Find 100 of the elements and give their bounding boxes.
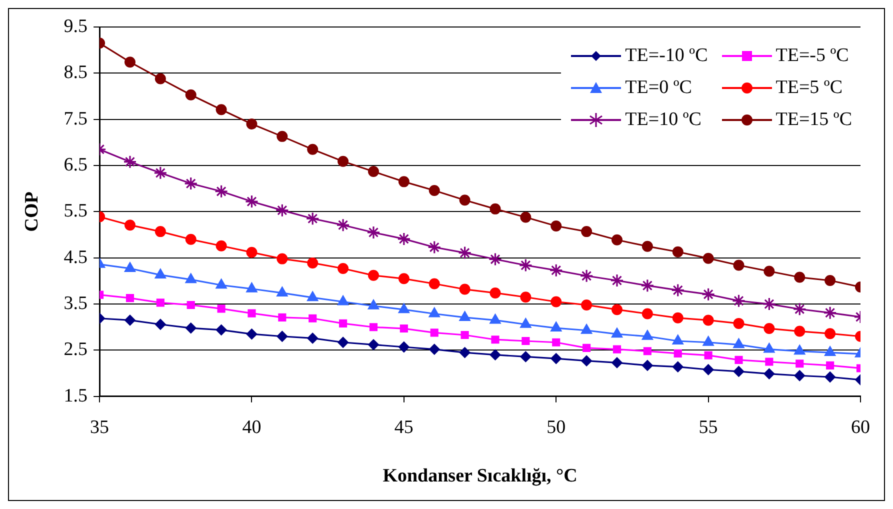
point: [643, 347, 652, 356]
point: [366, 226, 380, 240]
point: [823, 306, 837, 320]
point: [611, 234, 622, 246]
point: [185, 234, 196, 245]
point: [368, 270, 379, 281]
point: [124, 56, 136, 68]
point: [184, 176, 198, 190]
point: [672, 334, 684, 344]
point: [428, 307, 440, 318]
point: [549, 264, 563, 278]
point: [732, 294, 746, 308]
point: [156, 298, 164, 307]
point: [733, 260, 744, 271]
point: [490, 349, 501, 360]
point: [338, 262, 349, 274]
point: [611, 357, 622, 368]
point: [488, 252, 502, 266]
point: [398, 341, 410, 352]
y-tick-label: 8.5: [64, 62, 88, 84]
x-tick-label: 60: [851, 416, 870, 438]
point: [733, 338, 744, 348]
point: [672, 361, 684, 372]
point: [278, 313, 286, 322]
point: [581, 226, 592, 238]
point: [338, 156, 349, 167]
point: [764, 323, 775, 334]
point: [702, 288, 716, 302]
point: [490, 287, 501, 298]
point: [580, 269, 594, 283]
point: [428, 278, 440, 290]
point: [702, 364, 714, 376]
point: [246, 282, 258, 292]
point: [702, 252, 714, 264]
point: [430, 328, 438, 337]
legend-label: TE=0 ºC: [625, 77, 692, 99]
point: [276, 130, 288, 142]
legend-label: TE=5 ºC: [776, 77, 842, 99]
point: [520, 212, 532, 223]
point: [308, 314, 317, 322]
point: [154, 268, 166, 278]
point: [612, 345, 622, 354]
x-tick-label: 40: [242, 416, 262, 438]
point: [642, 308, 653, 320]
point: [246, 328, 258, 340]
point: [550, 322, 562, 332]
point: [428, 240, 442, 254]
point: [244, 194, 259, 208]
point: [185, 273, 197, 284]
point: [550, 220, 562, 232]
point: [518, 258, 532, 272]
point: [339, 319, 348, 328]
point: [794, 370, 806, 382]
point: [216, 240, 227, 252]
point: [154, 226, 166, 238]
point: [704, 351, 712, 360]
point: [611, 304, 622, 316]
point: [733, 366, 744, 377]
point: [794, 344, 806, 355]
y-tick-label: 7.5: [64, 108, 88, 130]
point: [368, 299, 380, 310]
point: [124, 220, 136, 231]
point: [216, 324, 227, 336]
y-tick-label: 9.5: [64, 16, 88, 37]
point: [154, 318, 166, 330]
point: [369, 323, 378, 332]
point: [124, 314, 136, 326]
point: [824, 328, 836, 340]
point: [552, 338, 560, 346]
x-tick-label: 35: [90, 416, 110, 438]
point: [762, 297, 776, 311]
x-axis-title: Kondanser Sıcaklığı, °C: [382, 466, 578, 487]
legend-label: TE=10 ºC: [625, 109, 702, 131]
point: [520, 292, 532, 303]
point: [398, 176, 410, 188]
point: [522, 336, 530, 346]
point: [550, 296, 562, 308]
point: [398, 303, 410, 314]
y-tick-label: 6.5: [64, 154, 88, 176]
point: [794, 272, 806, 283]
point: [580, 324, 592, 334]
point: [672, 312, 684, 324]
point: [733, 318, 744, 329]
point: [764, 266, 775, 277]
x-tick-label: 55: [698, 416, 718, 438]
point: [734, 356, 743, 364]
point: [520, 318, 532, 328]
point: [246, 246, 258, 258]
point: [276, 253, 288, 264]
point: [306, 291, 318, 302]
point: [126, 294, 134, 302]
point: [520, 351, 532, 362]
point: [459, 194, 470, 206]
point: [610, 274, 624, 288]
point: [672, 246, 684, 258]
point: [763, 342, 775, 353]
point: [246, 118, 258, 130]
point: [490, 314, 501, 324]
point: [307, 144, 318, 155]
point: [276, 286, 288, 296]
